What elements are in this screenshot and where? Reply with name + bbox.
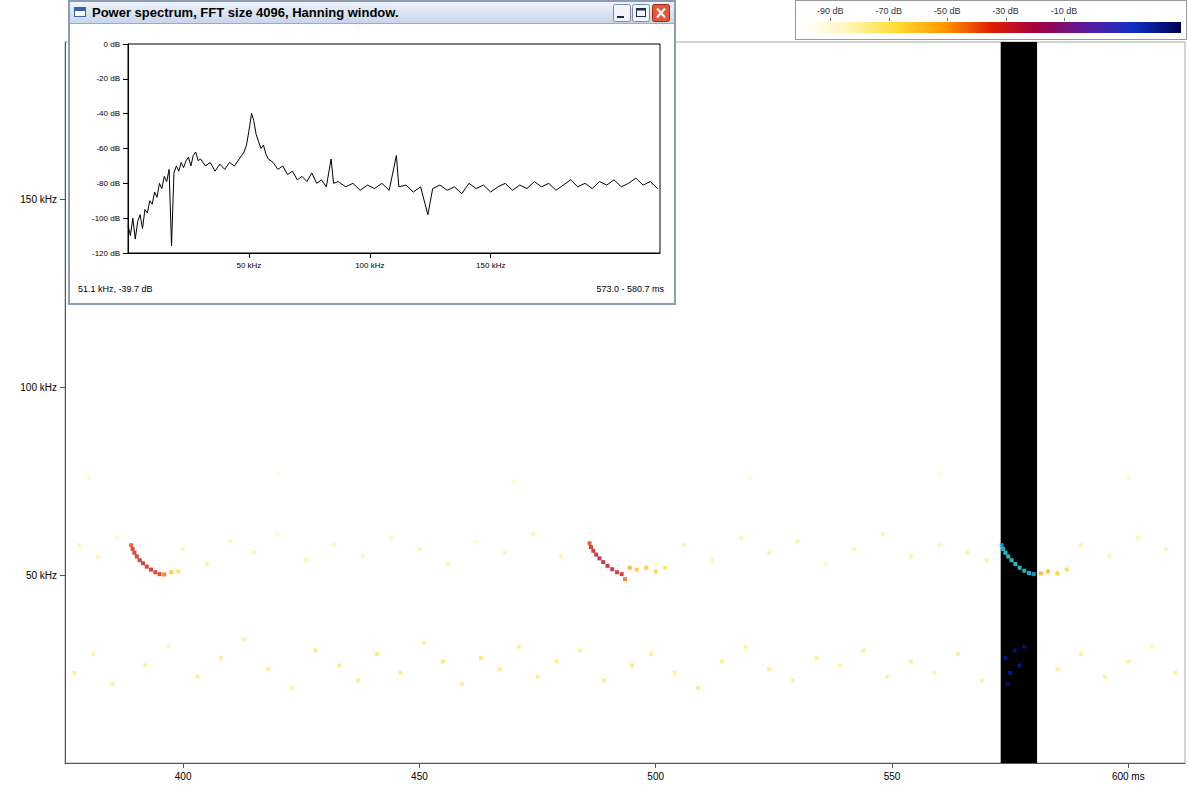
svg-text:-40 dB: -40 dB [96,109,120,118]
svg-text:600 ms: 600 ms [1112,771,1145,782]
html-text:-70 dB: -70 dB [875,6,902,16]
svg-text:100 kHz: 100 kHz [20,382,57,393]
svg-text:-120 dB: -120 dB [92,249,120,258]
svg-text:-100 dB: -100 dB [92,214,120,223]
svg-text:-80 dB: -80 dB [96,179,120,188]
svg-text:500: 500 [647,771,664,782]
svg-text:0 dB: 0 dB [104,40,120,49]
svg-text:150 kHz: 150 kHz [20,194,57,205]
html-text:-10 dB: -10 dB [1050,6,1078,16]
svg-text:-20 dB: -20 dB [96,74,120,83]
html-text:573.0 - 580.7 ms: 573.0 - 580.7 ms [596,284,664,294]
html-text:-90 dB: -90 dB [817,6,844,16]
svg-text:50 kHz: 50 kHz [26,570,57,581]
svg-text:50 kHz: 50 kHz [236,261,261,270]
html-text:-30 dB: -30 dB [992,6,1019,16]
svg-text:100 kHz: 100 kHz [355,261,384,270]
svg-text:550: 550 [884,771,901,782]
html-text:51.1 kHz, -39.7 dB: 51.1 kHz, -39.7 dB [78,284,153,294]
html-text:Power spectrum, FFT size 4096,: Power spectrum, FFT size 4096, Hanning w… [92,5,399,20]
svg-text:450: 450 [411,771,428,782]
svg-text:150 kHz: 150 kHz [476,261,505,270]
svg-text:-60 dB: -60 dB [96,144,120,153]
svg-text:400: 400 [175,771,192,782]
html-text:-50 dB: -50 dB [933,6,961,16]
